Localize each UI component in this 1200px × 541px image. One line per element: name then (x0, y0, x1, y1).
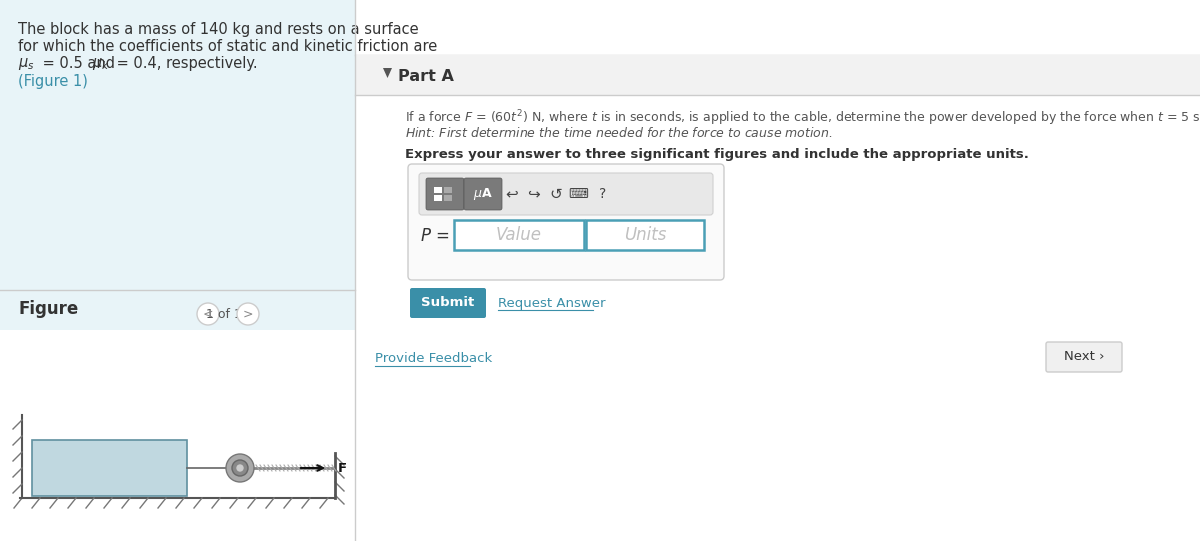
FancyBboxPatch shape (355, 55, 1200, 95)
Text: Next ›: Next › (1063, 351, 1104, 364)
Text: Express your answer to three significant figures and include the appropriate uni: Express your answer to three significant… (406, 148, 1028, 161)
Text: 1 of 1: 1 of 1 (206, 307, 242, 320)
Text: = 0.4, respectively.: = 0.4, respectively. (112, 56, 258, 71)
Text: Provide Feedback: Provide Feedback (374, 352, 492, 365)
Text: ?: ? (599, 187, 607, 201)
Text: Part A: Part A (398, 69, 454, 84)
Text: for which the coefficients of static and kinetic friction are: for which the coefficients of static and… (18, 39, 437, 54)
FancyBboxPatch shape (434, 195, 442, 201)
FancyBboxPatch shape (426, 178, 464, 210)
Text: $\mu_k$: $\mu_k$ (92, 56, 109, 72)
Text: (Figure 1): (Figure 1) (18, 74, 88, 89)
FancyBboxPatch shape (0, 330, 355, 541)
Text: ↪: ↪ (528, 187, 540, 201)
FancyBboxPatch shape (408, 164, 724, 280)
FancyBboxPatch shape (444, 187, 452, 193)
FancyBboxPatch shape (32, 440, 187, 496)
FancyBboxPatch shape (434, 187, 442, 193)
Text: The block has a mass of 140 kg and rests on a surface: The block has a mass of 140 kg and rests… (18, 22, 419, 37)
Text: >: > (242, 307, 253, 320)
Text: = 0.5 and: = 0.5 and (38, 56, 120, 71)
FancyBboxPatch shape (1046, 342, 1122, 372)
FancyBboxPatch shape (586, 220, 704, 250)
FancyBboxPatch shape (419, 173, 713, 215)
Circle shape (197, 303, 220, 325)
Text: If a force $\mathit{F}$ = (60$\mathit{t}^2$) N, where $\mathit{t}$ is in seconds: If a force $\mathit{F}$ = (60$\mathit{t}… (406, 108, 1200, 128)
Text: ↩: ↩ (505, 187, 518, 201)
Text: <: < (203, 307, 214, 320)
FancyBboxPatch shape (464, 178, 502, 210)
Text: Units: Units (624, 226, 666, 244)
Text: $\mu_s$: $\mu_s$ (18, 56, 35, 72)
Text: ⌨: ⌨ (568, 187, 588, 201)
Text: Value: Value (496, 226, 542, 244)
Circle shape (232, 460, 248, 476)
FancyBboxPatch shape (444, 195, 452, 201)
Text: $\mathit{P}$ =: $\mathit{P}$ = (420, 227, 450, 245)
Text: ↺: ↺ (550, 187, 563, 201)
Text: $\mu$A: $\mu$A (473, 186, 493, 202)
Text: Figure: Figure (18, 300, 78, 318)
Text: F: F (338, 463, 347, 476)
Circle shape (226, 454, 254, 482)
Text: Request Answer: Request Answer (498, 296, 606, 309)
FancyBboxPatch shape (454, 220, 584, 250)
FancyBboxPatch shape (410, 288, 486, 318)
Circle shape (238, 303, 259, 325)
Circle shape (238, 465, 242, 471)
Text: Submit: Submit (421, 296, 475, 309)
Text: $\it{Hint}$: First determine the time needed for the force to cause motion.: $\it{Hint}$: First determine the time ne… (406, 126, 833, 140)
FancyBboxPatch shape (0, 0, 355, 541)
Polygon shape (383, 68, 392, 78)
